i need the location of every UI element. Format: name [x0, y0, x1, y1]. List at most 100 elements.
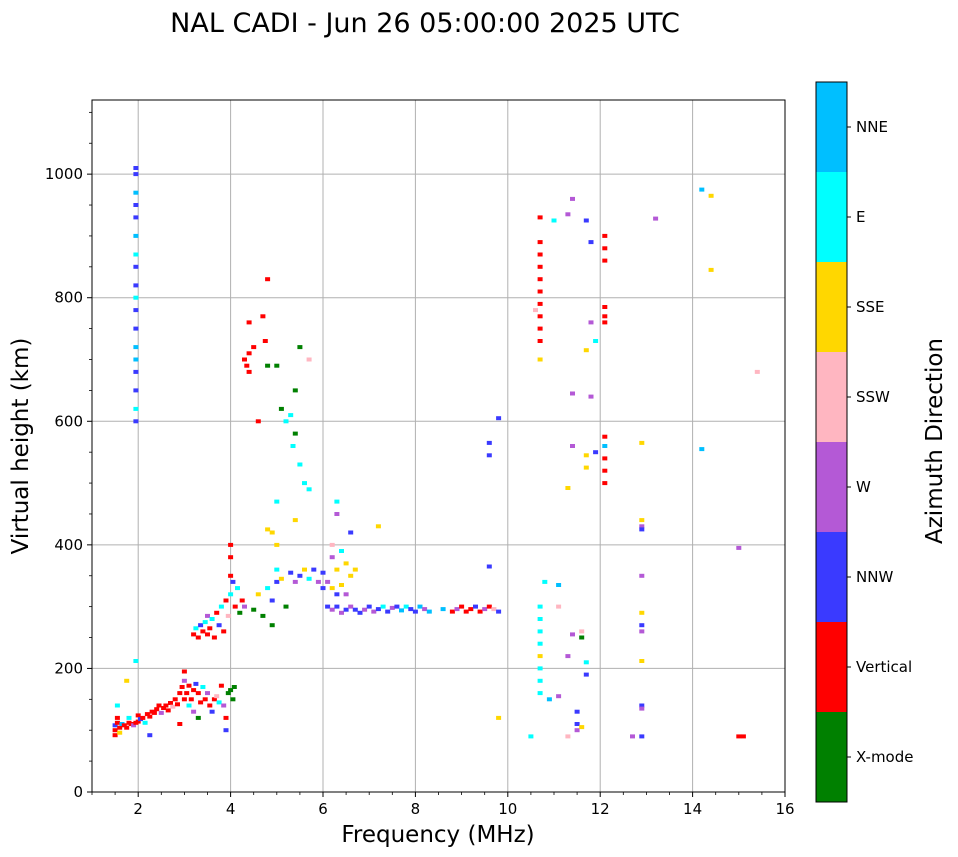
data-point — [283, 419, 289, 424]
data-point — [133, 388, 139, 393]
data-point — [131, 723, 137, 728]
data-point — [228, 542, 234, 547]
data-point — [274, 363, 280, 368]
data-point — [202, 697, 208, 702]
colorbar: X-mode Vertical NNW W SSW SSE E NNE — [815, 81, 913, 803]
plot-area: 2 4 6 8 10 12 14 16 0 200 400 600 800 1000 — [45, 99, 795, 818]
data-point — [528, 734, 534, 739]
data-point — [639, 573, 645, 578]
data-point — [133, 419, 139, 424]
data-point — [602, 434, 608, 439]
data-point — [375, 607, 381, 612]
data-point — [221, 629, 227, 634]
data-point — [133, 308, 139, 313]
data-point — [537, 240, 543, 245]
data-point — [477, 609, 483, 614]
data-point — [459, 604, 465, 609]
data-point — [708, 267, 714, 272]
data-point — [260, 613, 266, 618]
data-point — [653, 216, 659, 221]
data-point — [352, 607, 358, 612]
data-point — [542, 579, 548, 584]
data-point — [246, 320, 252, 325]
data-point — [288, 413, 294, 418]
colorbar-segment — [816, 352, 847, 442]
data-point — [574, 722, 580, 726]
data-point — [235, 586, 240, 591]
data-point — [412, 609, 418, 614]
data-point — [177, 722, 183, 726]
data-point — [170, 704, 176, 709]
data-point — [198, 623, 204, 628]
x-tick-label: 12 — [591, 800, 610, 818]
data-point — [602, 305, 608, 309]
data-point — [198, 700, 204, 705]
data-point — [207, 703, 213, 708]
data-point — [260, 314, 266, 319]
data-point — [583, 465, 589, 470]
data-point — [537, 326, 543, 331]
data-point — [269, 598, 275, 603]
data-point — [158, 710, 164, 715]
data-point — [133, 166, 139, 170]
data-point — [306, 357, 312, 362]
data-point — [565, 654, 571, 659]
colorbar-tick-label: Vertical — [856, 658, 912, 676]
data-point — [223, 715, 229, 720]
data-point — [602, 481, 608, 486]
colorbar-frame — [815, 81, 848, 803]
data-point — [242, 357, 247, 362]
data-point — [181, 697, 187, 702]
data-point — [211, 697, 217, 702]
y-axis: 0 200 400 600 800 1000 — [45, 111, 92, 801]
colorbar-segment — [816, 622, 847, 712]
data-point — [315, 579, 321, 584]
data-point — [223, 728, 229, 733]
data-point — [339, 583, 344, 587]
data-point — [237, 610, 243, 615]
data-point — [292, 388, 298, 393]
data-point — [736, 545, 742, 550]
data-point — [114, 715, 120, 720]
data-point — [583, 348, 589, 353]
data-point — [133, 345, 139, 350]
x-tick-label: 8 — [411, 800, 421, 818]
x-tick-label: 4 — [226, 800, 236, 818]
data-point — [209, 709, 215, 714]
data-point — [278, 576, 284, 581]
data-point — [473, 604, 478, 609]
data-point — [639, 623, 645, 628]
data-point — [124, 678, 130, 683]
data-point — [602, 314, 608, 319]
y-axis-label: Virtual height (km) — [8, 338, 34, 555]
data-point — [269, 623, 275, 628]
data-point — [195, 715, 201, 720]
data-points — [112, 166, 760, 739]
data-point — [375, 524, 381, 529]
data-point — [246, 351, 252, 356]
data-point — [274, 542, 280, 547]
data-point — [274, 567, 280, 572]
data-point — [579, 725, 585, 730]
data-point — [352, 567, 358, 572]
data-point — [133, 295, 139, 300]
data-point — [163, 703, 169, 708]
data-point — [440, 607, 446, 612]
colorbar-tick-label: E — [856, 208, 865, 226]
data-point — [230, 579, 236, 584]
data-point — [385, 609, 391, 614]
data-point — [496, 715, 502, 720]
data-point — [537, 289, 543, 294]
data-point — [223, 598, 229, 603]
data-point — [188, 697, 194, 702]
data-point — [278, 406, 284, 411]
data-point — [216, 623, 222, 628]
data-point — [343, 561, 349, 566]
colorbar-tick-label: NNW — [856, 568, 893, 586]
data-point — [588, 240, 594, 245]
data-point — [570, 632, 575, 637]
data-point — [124, 725, 130, 730]
data-point — [186, 683, 192, 688]
data-point — [207, 626, 213, 631]
data-point — [329, 607, 335, 612]
